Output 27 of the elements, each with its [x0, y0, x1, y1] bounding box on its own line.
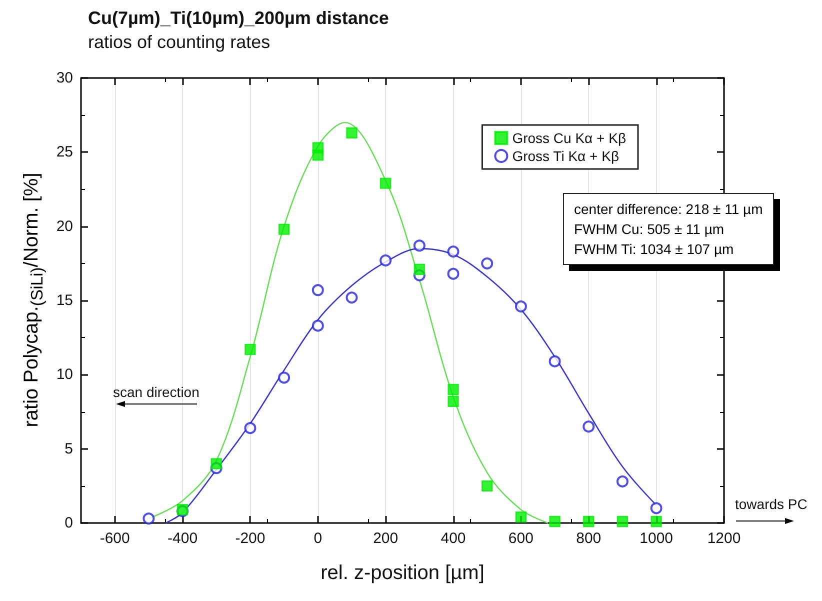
- y-tick-label: 20: [56, 218, 73, 235]
- x-tick-label: 600: [508, 530, 534, 547]
- legend-label: Gross Ti Kα + Kβ: [512, 148, 620, 164]
- annotation: center difference: 218 ± 11 µm: [574, 200, 763, 219]
- x-tick-label: 1000: [640, 530, 674, 547]
- x-axis-title: rel. z-position [µm]: [320, 562, 484, 584]
- x-tick-label: -200: [235, 530, 266, 547]
- y-tick-label: 30: [56, 70, 73, 86]
- x-tick-label: -400: [168, 530, 198, 547]
- x-tick-label: 1200: [707, 530, 741, 547]
- chart-title: Cu(7µm)_Ti(10µm)_200µm distance: [88, 8, 389, 28]
- chart-subtitle: ratios of counting rates: [88, 32, 270, 52]
- y-tick-label: 10: [56, 366, 73, 384]
- x-tick-label: 400: [440, 530, 466, 547]
- annotation: scan direction: [113, 384, 200, 400]
- legend-label: Gross Cu Kα + Kβ: [512, 130, 626, 146]
- x-tick-label: 0: [314, 530, 322, 547]
- y-tick-label: 15: [56, 292, 73, 309]
- text: towards PC: [735, 496, 808, 512]
- annotation: FWHM Ti: 1034 ± 107 µm: [574, 240, 735, 259]
- y-tick-label: 5: [64, 440, 73, 458]
- annotation: FWHM Cu: 505 ± 11 µm: [574, 220, 726, 239]
- x-tick-label: 800: [576, 530, 602, 547]
- x-tick-label: 200: [373, 530, 398, 547]
- y-tick-label: 25: [56, 144, 73, 161]
- y-tick-label: 0: [64, 514, 73, 532]
- x-tick-label: -600: [100, 530, 130, 547]
